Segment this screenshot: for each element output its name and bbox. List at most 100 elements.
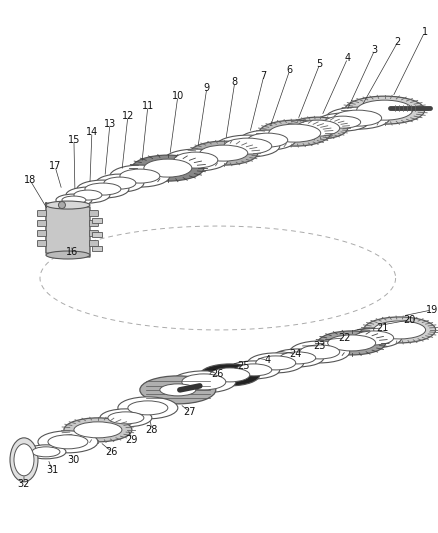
Text: 10: 10 [172,91,184,101]
Bar [92,232,102,237]
Ellipse shape [48,435,88,449]
Ellipse shape [64,418,132,442]
Text: 8: 8 [232,77,238,87]
Ellipse shape [144,159,192,177]
Text: 19: 19 [425,305,438,315]
Text: 29: 29 [126,435,138,445]
FancyBboxPatch shape [38,211,46,216]
Ellipse shape [66,187,110,203]
Text: 7: 7 [261,71,267,81]
Ellipse shape [100,409,152,427]
Ellipse shape [164,149,228,171]
Ellipse shape [216,135,280,157]
Ellipse shape [140,376,216,404]
Bar [92,218,102,223]
Text: 5: 5 [317,59,323,69]
Ellipse shape [374,321,426,339]
Ellipse shape [318,331,385,355]
Text: 25: 25 [237,361,250,371]
Polygon shape [46,203,90,257]
Bar [92,246,102,251]
Ellipse shape [236,364,272,376]
Text: 30: 30 [68,455,80,465]
Ellipse shape [118,397,178,419]
Ellipse shape [328,335,376,351]
Text: 11: 11 [142,101,154,111]
Ellipse shape [77,180,129,198]
Ellipse shape [296,120,340,136]
Ellipse shape [10,438,38,482]
Ellipse shape [120,169,160,183]
Text: 6: 6 [286,65,293,75]
Text: 20: 20 [403,315,416,325]
Text: 3: 3 [371,45,378,55]
Ellipse shape [272,349,324,367]
Text: 18: 18 [24,175,36,185]
FancyBboxPatch shape [89,240,99,247]
Ellipse shape [345,96,424,124]
Text: 26: 26 [106,447,118,457]
Ellipse shape [256,356,296,370]
Ellipse shape [172,371,236,393]
Ellipse shape [46,201,90,209]
Text: 17: 17 [49,161,61,171]
FancyBboxPatch shape [89,231,99,237]
Text: 1: 1 [421,27,427,37]
Ellipse shape [46,251,90,259]
FancyBboxPatch shape [38,221,46,227]
Text: 4: 4 [345,53,351,63]
Text: 21: 21 [376,323,389,333]
FancyBboxPatch shape [89,221,99,227]
Ellipse shape [74,190,102,200]
Ellipse shape [96,174,144,192]
Ellipse shape [210,368,250,382]
Text: 4: 4 [265,355,271,365]
Text: 9: 9 [204,83,210,93]
Text: 22: 22 [339,333,351,343]
Ellipse shape [32,447,60,457]
Text: 32: 32 [18,479,30,489]
FancyBboxPatch shape [38,240,46,247]
Ellipse shape [190,141,258,165]
Ellipse shape [334,110,381,126]
Ellipse shape [128,401,168,415]
Ellipse shape [200,145,248,161]
Ellipse shape [248,133,288,147]
Ellipse shape [174,152,218,168]
Text: 14: 14 [86,127,98,137]
Ellipse shape [364,317,436,343]
Ellipse shape [326,107,390,129]
Ellipse shape [228,361,280,379]
Ellipse shape [132,155,204,181]
Ellipse shape [280,352,316,364]
Ellipse shape [240,130,296,150]
Ellipse shape [38,431,98,453]
Ellipse shape [325,116,360,128]
Ellipse shape [357,100,413,120]
Ellipse shape [62,196,86,204]
Ellipse shape [300,345,340,359]
Circle shape [58,201,65,208]
Ellipse shape [200,364,260,386]
Ellipse shape [182,374,226,390]
Ellipse shape [248,353,304,373]
Ellipse shape [160,384,196,396]
Ellipse shape [26,445,66,459]
Ellipse shape [317,113,369,131]
Ellipse shape [56,194,92,206]
Text: 23: 23 [314,341,326,351]
Text: 27: 27 [184,407,196,417]
Ellipse shape [108,412,144,424]
Ellipse shape [85,183,121,195]
Text: 13: 13 [104,119,116,129]
Text: 16: 16 [66,247,78,257]
FancyBboxPatch shape [38,231,46,237]
Text: 24: 24 [290,349,302,359]
Ellipse shape [346,328,402,348]
Text: 15: 15 [68,135,80,145]
Text: 31: 31 [46,465,58,475]
FancyBboxPatch shape [89,211,99,216]
Ellipse shape [259,120,331,146]
Text: 2: 2 [395,37,401,47]
Ellipse shape [14,444,34,476]
